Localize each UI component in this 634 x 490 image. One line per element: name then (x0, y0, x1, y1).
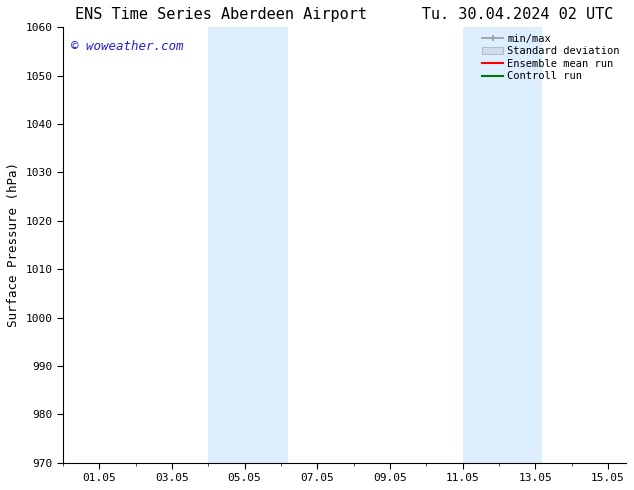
Text: © woweather.com: © woweather.com (72, 40, 184, 53)
Y-axis label: Surface Pressure (hPa): Surface Pressure (hPa) (7, 163, 20, 327)
Bar (463, 27, 543, 463)
Title: ENS Time Series Aberdeen Airport      Tu. 30.04.2024 02 UTC: ENS Time Series Aberdeen Airport Tu. 30.… (75, 7, 614, 22)
Bar (208, 27, 288, 463)
Legend: min/max, Standard deviation, Ensemble mean run, Controll run: min/max, Standard deviation, Ensemble me… (478, 29, 624, 86)
